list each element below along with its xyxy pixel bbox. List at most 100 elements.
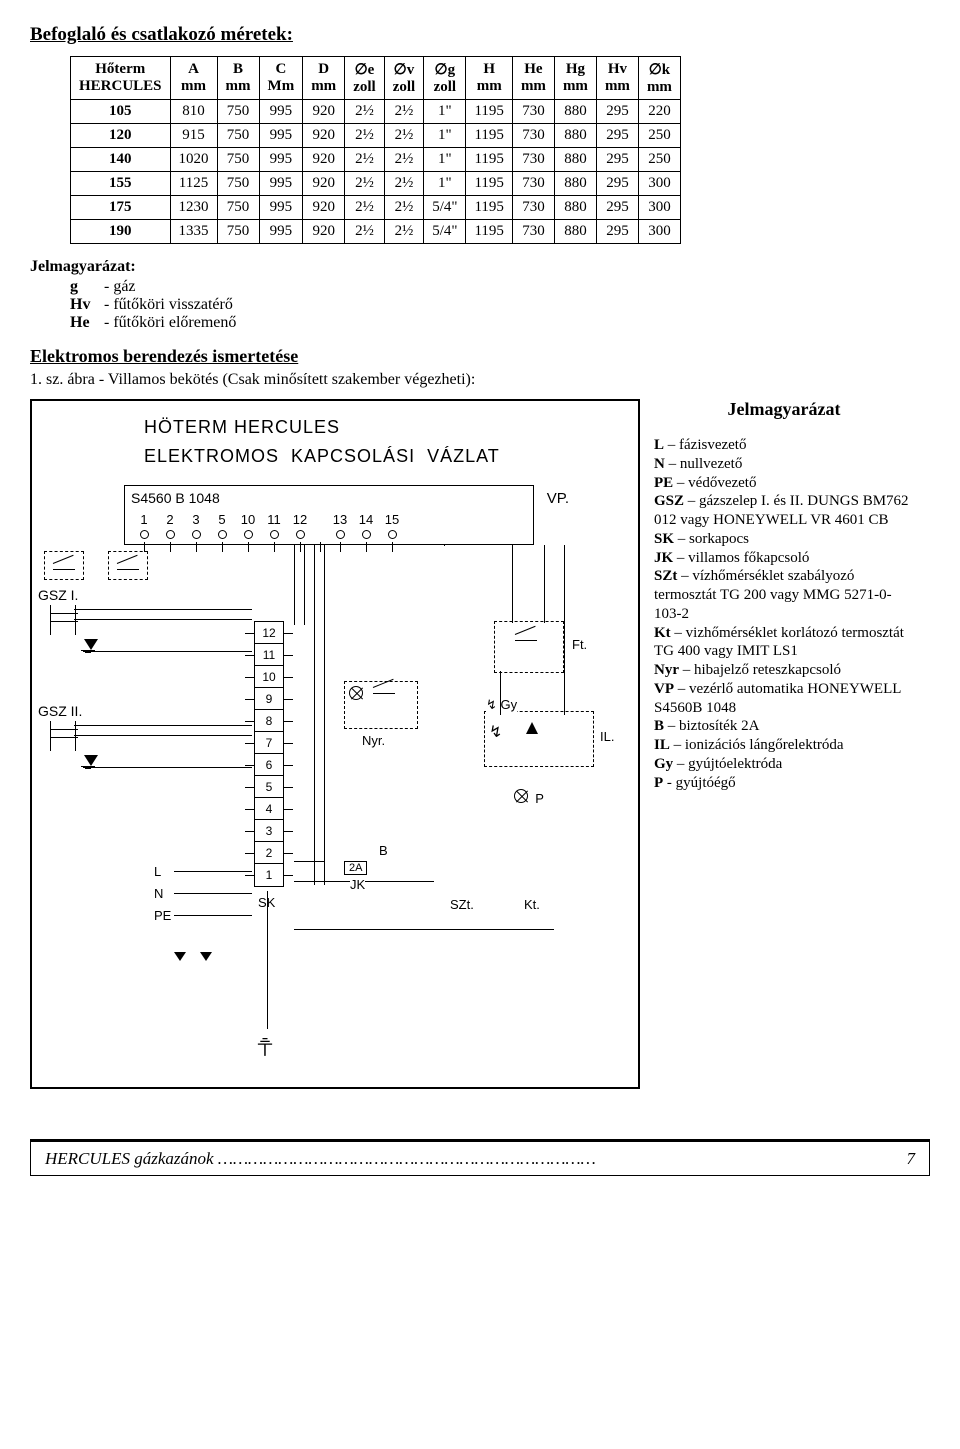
col-header: Bmm <box>217 57 259 100</box>
b-label: B <box>379 843 388 858</box>
table-cell: 2½ <box>384 172 424 196</box>
terminal: 4 <box>255 798 283 820</box>
table-cell: 730 <box>512 100 554 124</box>
szt-kt-row <box>44 551 626 580</box>
terminal: 6 <box>255 754 283 776</box>
table-cell: 810 <box>170 100 217 124</box>
vp-pin: 2 <box>157 512 183 542</box>
terminal: 2 <box>255 842 283 864</box>
table-cell: 2½ <box>345 124 385 148</box>
terminal: 11 <box>255 644 283 666</box>
table-cell: 730 <box>512 220 554 244</box>
table-cell: 750 <box>217 220 259 244</box>
table-cell: 2½ <box>384 196 424 220</box>
table-cell: 2½ <box>345 220 385 244</box>
gsz-2-label: GSZ II. <box>38 703 108 719</box>
terminal-block: 121110987654321 <box>254 621 284 887</box>
table-cell: 750 <box>217 172 259 196</box>
table-cell: 220 <box>638 100 680 124</box>
row-header: 120 <box>71 124 171 148</box>
table-cell: 880 <box>554 124 596 148</box>
table-cell: 750 <box>217 124 259 148</box>
col-header: ∅ezoll <box>345 57 385 100</box>
footer-text: HERCULES gázkazánok <box>45 1149 214 1168</box>
terminal: 1 <box>255 864 283 886</box>
table-cell: 730 <box>512 124 554 148</box>
row-header: 140 <box>71 148 171 172</box>
legend-abbrev: Jelmagyarázat: g- gázHv- fűtőköri vissza… <box>30 258 930 332</box>
vp-model-label: S4560 B 1048 <box>131 490 527 506</box>
table-cell: 1" <box>424 124 466 148</box>
legend2-item: IL – ionizációs lángőrelektróda <box>654 736 914 755</box>
table-cell: 995 <box>259 148 303 172</box>
table-cell: 1335 <box>170 220 217 244</box>
vp-controller-box: S4560 B 1048 1235101112131415 VP. <box>124 485 534 545</box>
legend2-item: GSZ – gázszelep I. és II. DUNGS BM762 01… <box>654 492 914 530</box>
legend2-item: VP – vezérlő automatika HONEYWELL S4560B… <box>654 680 914 718</box>
vp-pin: 13 <box>327 512 353 542</box>
legend2-item: SK – sorkapocs <box>654 530 914 549</box>
row-header: 105 <box>71 100 171 124</box>
table-cell: 5/4" <box>424 196 466 220</box>
table-cell: 750 <box>217 196 259 220</box>
legend2-title: Jelmagyarázat <box>654 399 914 420</box>
vp-pin: 11 <box>261 512 287 542</box>
section-title-electrical: Elektromos berendezés ismertetése <box>30 346 930 367</box>
kt-block <box>108 551 148 580</box>
vp-pin: 3 <box>183 512 209 542</box>
table-cell: 880 <box>554 148 596 172</box>
legend2-item: N – nullvezető <box>654 455 914 474</box>
table-cell: 295 <box>596 172 638 196</box>
table-cell: 730 <box>512 172 554 196</box>
table-row: 1209157509959202½2½1"1195730880295250 <box>71 124 681 148</box>
ft-block <box>494 621 564 673</box>
table-cell: 920 <box>303 148 345 172</box>
diagram-legend: Jelmagyarázat L – fázisvezetőN – nullvez… <box>654 399 914 792</box>
table-cell: 1" <box>424 100 466 124</box>
table-cell: 1195 <box>466 196 512 220</box>
table-cell: 2½ <box>345 148 385 172</box>
vp-pin: 5 <box>209 512 235 542</box>
jk-label: JK <box>350 877 365 892</box>
table-cell: 1125 <box>170 172 217 196</box>
table-cell: 920 <box>303 220 345 244</box>
diagram-title-1: HÖTERM HERCULES <box>144 417 626 438</box>
page-number: 7 <box>907 1149 916 1169</box>
vp-pin: 10 <box>235 512 261 542</box>
table-cell: 750 <box>217 148 259 172</box>
il-label: IL. <box>600 729 614 744</box>
table-cell: 2½ <box>384 220 424 244</box>
row-header: 155 <box>71 172 171 196</box>
table-cell: 920 <box>303 172 345 196</box>
table-cell: 880 <box>554 196 596 220</box>
page-footer: HERCULES gázkazánok ……………………………………………………… <box>30 1139 930 1176</box>
table-cell: 250 <box>638 148 680 172</box>
legend2-item: B – biztosíték 2A <box>654 717 914 736</box>
table-row: 19013357509959202½2½5/4"1195730880295300 <box>71 220 681 244</box>
table-cell: 920 <box>303 124 345 148</box>
table-cell: 2½ <box>384 148 424 172</box>
footer-dots: ………………………………………………………………… <box>218 1149 596 1168</box>
table-cell: 250 <box>638 124 680 148</box>
lnpe-labels: L N PE <box>154 861 171 927</box>
table-cell: 300 <box>638 172 680 196</box>
table-cell: 750 <box>217 100 259 124</box>
nyr-label: Nyr. <box>362 733 385 748</box>
vp-pin: 14 <box>353 512 379 542</box>
wiring-diagram: HÖTERM HERCULES ELEKTROMOS KAPCSOLÁSI VÁ… <box>30 399 640 1089</box>
col-header: HőtermHERCULES <box>71 57 171 100</box>
szt-block <box>44 551 84 580</box>
table-cell: 920 <box>303 196 345 220</box>
ground-symbols <box>174 949 226 964</box>
plug-icon: ⏚ <box>254 1031 276 1063</box>
col-header: ∅gzoll <box>424 57 466 100</box>
table-cell: 295 <box>596 148 638 172</box>
col-header: Dmm <box>303 57 345 100</box>
table-cell: 5/4" <box>424 220 466 244</box>
col-header: Amm <box>170 57 217 100</box>
table-cell: 2½ <box>345 196 385 220</box>
table-cell: 1195 <box>466 220 512 244</box>
table-cell: 1195 <box>466 148 512 172</box>
fuse-2a: 2A <box>344 861 367 875</box>
table-cell: 995 <box>259 124 303 148</box>
